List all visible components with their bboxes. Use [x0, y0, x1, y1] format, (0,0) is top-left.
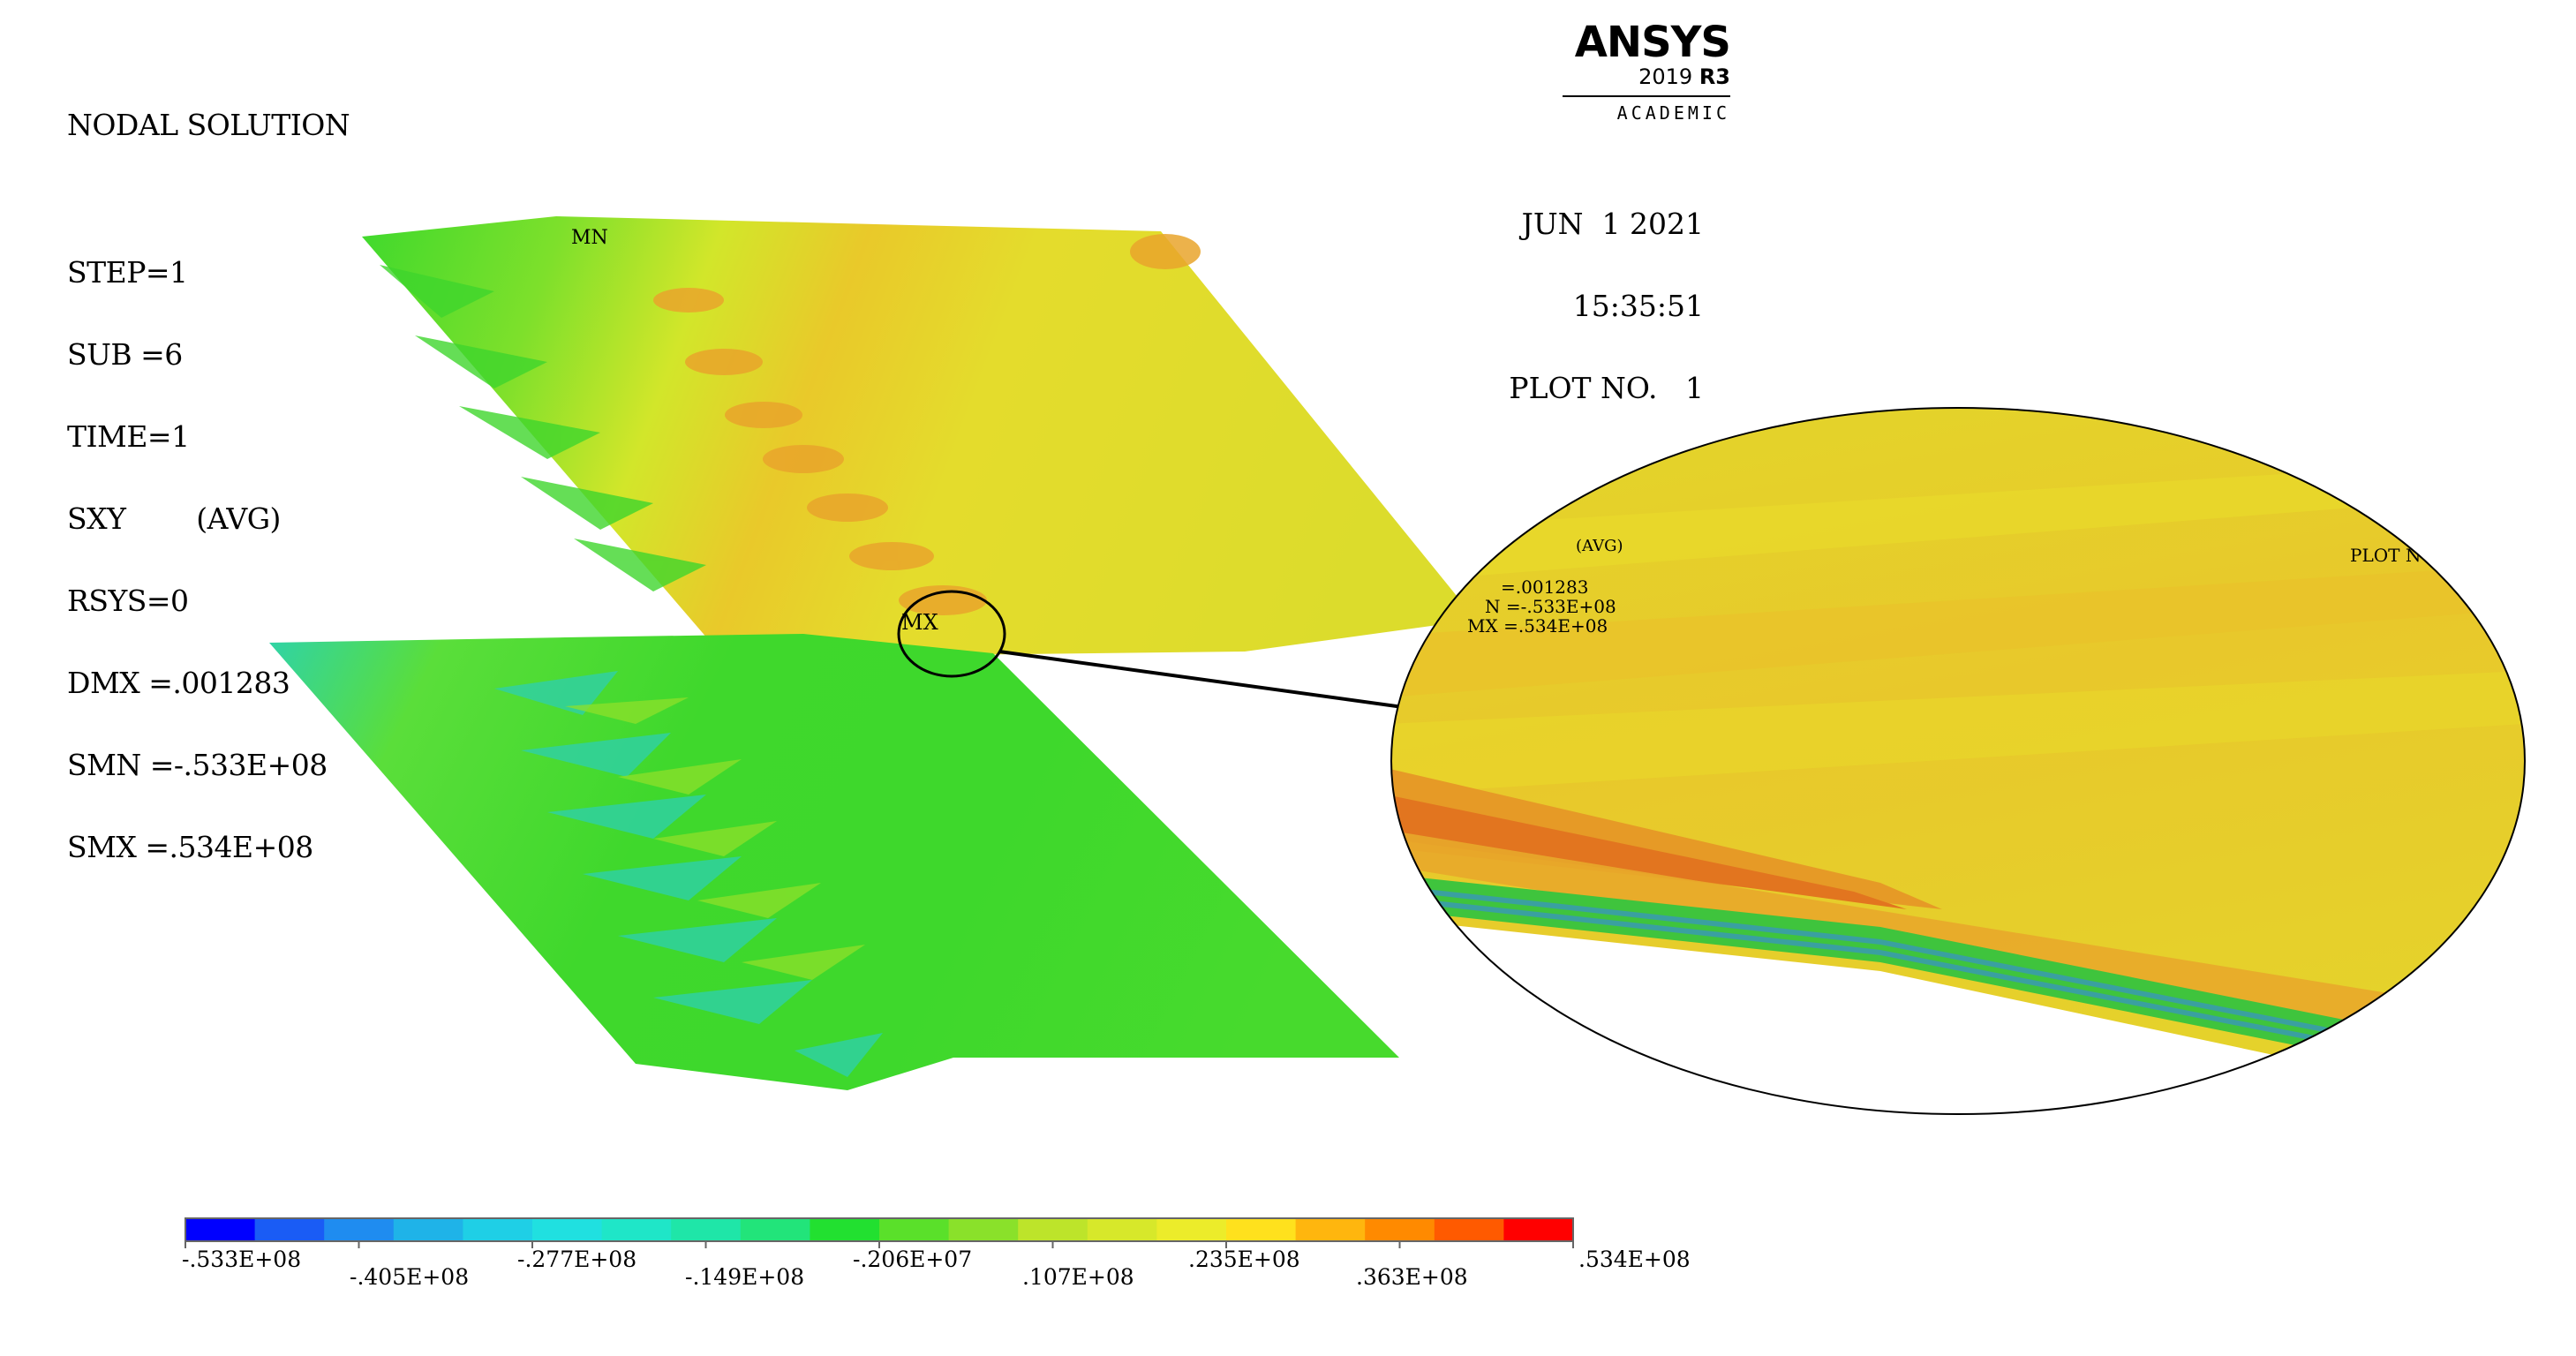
legend-tick: -.206E+07	[853, 1247, 973, 1272]
solution-info-block: NODAL SOLUTION STEP=1 SUB =6 TIME=1 SXY …	[67, 56, 350, 888]
zoom-dmx-text: =.001283	[1501, 576, 1588, 598]
zoom-avg-text: (AVG)	[1576, 537, 1623, 555]
legend-swatch	[1087, 1218, 1157, 1241]
smx-line: SMX =.534E+08	[67, 830, 313, 864]
legend-tick: -.405E+08	[350, 1264, 470, 1290]
legend-swatch	[879, 1218, 950, 1241]
smn-line: SMN =-.533E+08	[67, 748, 328, 782]
legend-swatch	[254, 1218, 325, 1241]
max-marker: MX	[901, 610, 938, 635]
legend-swatch	[671, 1218, 742, 1241]
version-label: 2019 R3	[1501, 65, 1730, 88]
zoom-smn-text: N =-.533E+08	[1485, 596, 1616, 617]
legend-swatch	[601, 1218, 672, 1241]
legend-swatch	[324, 1218, 395, 1241]
plot-date: JUN 1 2021	[1521, 207, 1704, 241]
solution-title: NODAL SOLUTION	[67, 108, 350, 142]
legend-tick: .363E+08	[1356, 1264, 1468, 1290]
logo-divider	[1563, 95, 1730, 97]
zoom-plot-text: PLOT N	[2350, 545, 2421, 566]
zoom-smx-text: MX =.534E+08	[1467, 615, 1608, 637]
legend-tick: .235E+08	[1188, 1247, 1300, 1272]
version-release: R3	[1699, 64, 1730, 89]
focus-circle	[897, 590, 1006, 678]
sxy-line: SXY (AVG)	[67, 501, 281, 536]
legend-swatch	[1226, 1218, 1297, 1241]
legend-swatch	[1503, 1218, 1574, 1241]
plot-number: PLOT NO. 1	[1509, 371, 1704, 405]
lower-plate	[269, 634, 1399, 1090]
legend-swatch	[185, 1218, 256, 1241]
zoom-arrow-line	[998, 650, 1449, 715]
legend-swatch	[1365, 1218, 1435, 1241]
legend-swatch	[740, 1218, 810, 1241]
rsys-line: RSYS=0	[67, 584, 189, 618]
legend-swatch	[1434, 1218, 1504, 1241]
legend-swatch	[1156, 1218, 1227, 1241]
legend-swatch	[1018, 1218, 1088, 1241]
legend-swatch	[532, 1218, 603, 1241]
sub-line: SUB =6	[67, 337, 183, 372]
legend-swatch	[810, 1218, 880, 1241]
upper-plate-green-bands	[380, 265, 706, 591]
legend-swatch	[393, 1218, 463, 1241]
plot-info-block: JUN 1 2021 15:35:51 PLOT NO. 1	[1430, 155, 1704, 429]
legend-swatch	[463, 1218, 533, 1241]
legend-swatch	[1295, 1218, 1366, 1241]
ansys-logo: ANSYS 2019 R3 ACADEMIC	[1501, 18, 1731, 124]
lower-plate-yellowgreen-bands	[565, 697, 865, 980]
legend-tick: -.149E+08	[685, 1264, 805, 1290]
plot-time: 15:35:51	[1572, 289, 1704, 323]
lower-plate-cyan-bands	[494, 671, 883, 1077]
legend-tick: .534E+08	[1578, 1247, 1691, 1272]
min-marker: MN	[571, 227, 608, 249]
color-legend-bar	[185, 1217, 1574, 1248]
brand-name: ANSYS	[1574, 18, 1731, 67]
legend-tick: -.277E+08	[517, 1247, 637, 1272]
legend-tick: .107E+08	[1022, 1264, 1134, 1290]
legend-tick: -.533E+08	[182, 1247, 302, 1272]
zoom-border	[1390, 407, 2526, 1115]
version-year: 2019	[1638, 64, 1693, 89]
edition-label: ACADEMIC	[1616, 102, 1730, 124]
legend-swatch	[948, 1218, 1019, 1241]
dmx-line: DMX =.001283	[67, 666, 290, 700]
step-line: STEP=1	[67, 255, 188, 290]
upper-plate	[362, 216, 1476, 658]
time-line: TIME=1	[67, 419, 190, 454]
